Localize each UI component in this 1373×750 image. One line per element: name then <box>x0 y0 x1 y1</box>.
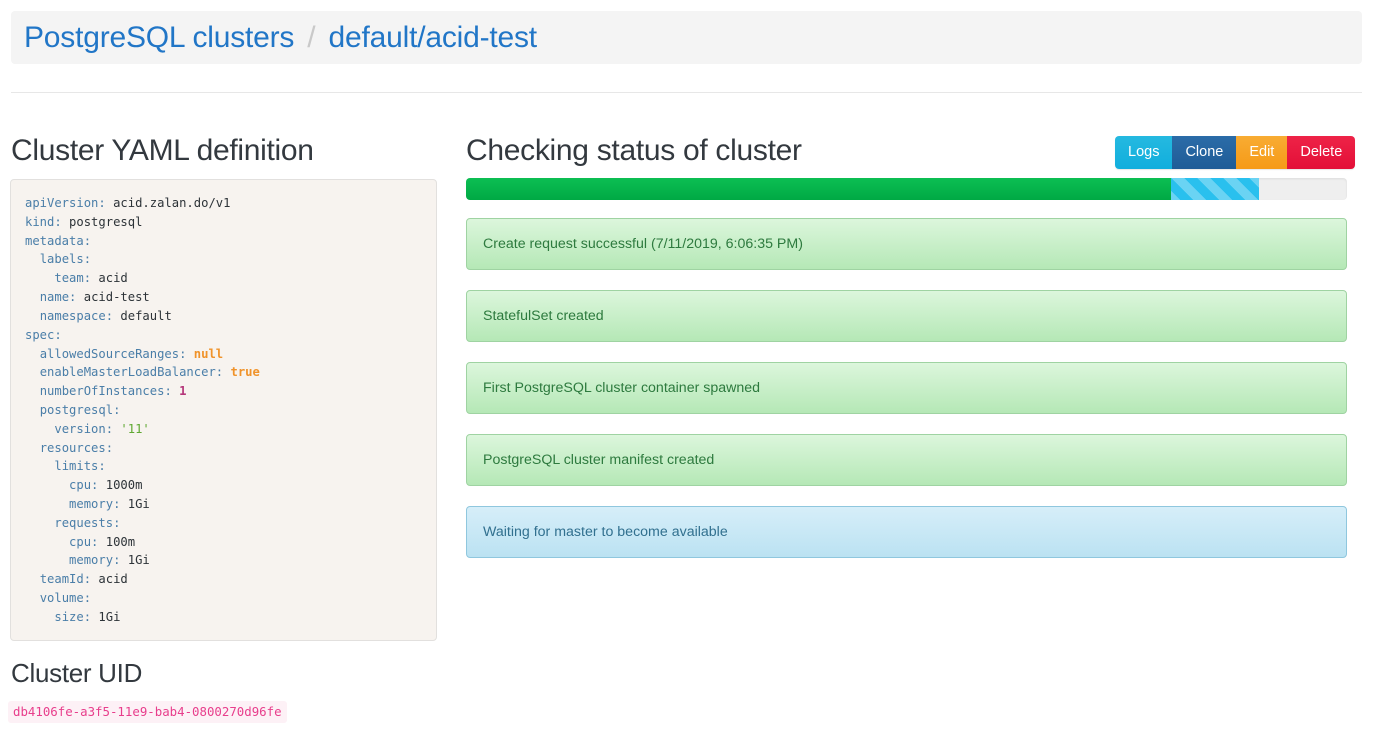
cluster-uid-heading: Cluster UID <box>11 658 143 688</box>
status-alert: Create request successful (7/11/2019, 6:… <box>466 218 1347 270</box>
status-alert-text: First PostgreSQL cluster container spawn… <box>483 380 761 396</box>
logs-button[interactable]: Logs <box>1115 136 1173 169</box>
yaml-code-content: apiVersion: acid.zalan.do/v1 kind: postg… <box>25 196 260 624</box>
cluster-action-button-group: Logs Clone Edit Delete <box>1115 136 1356 169</box>
status-alert: First PostgreSQL cluster container spawn… <box>466 362 1347 414</box>
breadcrumb-separator: / <box>307 20 316 54</box>
delete-button[interactable]: Delete <box>1287 136 1356 169</box>
clone-button[interactable]: Clone <box>1172 136 1237 169</box>
status-alert-text: Waiting for master to become available <box>483 524 728 540</box>
header-divider <box>11 92 1362 93</box>
progress-completed-segment <box>466 178 1171 200</box>
breadcrumb-link-clusters[interactable]: PostgreSQL clusters <box>24 20 295 54</box>
breadcrumb: PostgreSQL clusters / default/acid-test <box>11 11 1362 64</box>
cluster-uid-value: db4106fe-a3f5-11e9-bab4-0800270d96fe <box>8 701 287 723</box>
status-alert: PostgreSQL cluster manifest created <box>466 434 1347 486</box>
status-alert-text: StatefulSet created <box>483 308 604 324</box>
status-alert: Waiting for master to become available <box>466 506 1347 558</box>
cluster-yaml-panel: apiVersion: acid.zalan.do/v1 kind: postg… <box>10 179 437 641</box>
status-event-list: Create request successful (7/11/2019, 6:… <box>466 218 1347 578</box>
status-alert-text: Create request successful (7/11/2019, 6:… <box>483 236 803 252</box>
cluster-status-progress-bar <box>466 178 1347 200</box>
status-alert: StatefulSet created <box>466 290 1347 342</box>
breadcrumb-link-current-cluster[interactable]: default/acid-test <box>328 20 538 54</box>
cluster-yaml-code: apiVersion: acid.zalan.do/v1 kind: postg… <box>25 194 422 627</box>
progress-active-striped-segment <box>1170 178 1259 200</box>
edit-button[interactable]: Edit <box>1236 136 1288 169</box>
status-section-heading: Checking status of cluster <box>466 134 802 167</box>
status-alert-text: PostgreSQL cluster manifest created <box>483 452 715 468</box>
yaml-section-heading: Cluster YAML definition <box>11 134 314 167</box>
